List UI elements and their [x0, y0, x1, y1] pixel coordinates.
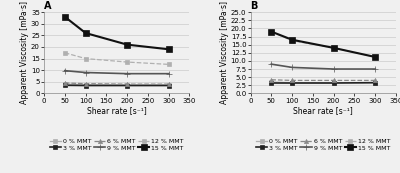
6 % MMT — [331, 79, 336, 81]
15 % MMT — [83, 32, 88, 34]
Text: B: B — [250, 1, 258, 11]
15 % MMT — [331, 47, 336, 49]
Text: A: A — [44, 1, 52, 11]
Legend: 0 % MMT, 3 % MMT, 6 % MMT, 9 % MMT, 12 % MMT, 15 % MMT: 0 % MMT, 3 % MMT, 6 % MMT, 9 % MMT, 12 %… — [256, 139, 390, 151]
0 % MMT — [166, 84, 171, 86]
0 % MMT — [62, 83, 67, 85]
12 % MMT — [62, 52, 67, 54]
3 % MMT — [62, 84, 67, 86]
3 % MMT — [290, 82, 294, 84]
0 % MMT — [290, 82, 294, 84]
Line: 15 % MMT: 15 % MMT — [62, 14, 172, 52]
15 % MMT — [373, 56, 378, 58]
15 % MMT — [125, 44, 130, 46]
Legend: 0 % MMT, 3 % MMT, 6 % MMT, 9 % MMT, 12 % MMT, 15 % MMT: 0 % MMT, 3 % MMT, 6 % MMT, 9 % MMT, 12 %… — [50, 139, 184, 151]
12 % MMT — [269, 31, 274, 33]
15 % MMT — [269, 31, 274, 33]
3 % MMT — [166, 84, 171, 86]
Line: 9 % MMT: 9 % MMT — [62, 68, 172, 76]
9 % MMT — [125, 73, 130, 75]
6 % MMT — [373, 79, 378, 81]
3 % MMT — [269, 82, 274, 84]
Line: 15 % MMT: 15 % MMT — [268, 29, 378, 60]
Y-axis label: Apparent Viscosity [mPa·s]: Apparent Viscosity [mPa·s] — [20, 1, 30, 104]
12 % MMT — [125, 61, 130, 63]
3 % MMT — [83, 84, 88, 86]
3 % MMT — [125, 84, 130, 86]
12 % MMT — [290, 40, 294, 42]
12 % MMT — [83, 58, 88, 60]
12 % MMT — [331, 47, 336, 49]
X-axis label: Shear rate [s⁻¹]: Shear rate [s⁻¹] — [87, 106, 147, 115]
Line: 9 % MMT: 9 % MMT — [268, 61, 378, 72]
9 % MMT — [83, 71, 88, 74]
Line: 3 % MMT: 3 % MMT — [62, 83, 171, 88]
9 % MMT — [269, 63, 274, 65]
0 % MMT — [83, 84, 88, 86]
6 % MMT — [62, 82, 67, 84]
15 % MMT — [290, 39, 294, 41]
6 % MMT — [125, 83, 130, 85]
0 % MMT — [331, 82, 336, 84]
Line: 0 % MMT: 0 % MMT — [63, 82, 171, 87]
12 % MMT — [166, 63, 171, 65]
Line: 0 % MMT: 0 % MMT — [269, 80, 377, 85]
X-axis label: Shear rate [s⁻¹]: Shear rate [s⁻¹] — [293, 106, 353, 115]
0 % MMT — [269, 81, 274, 83]
15 % MMT — [166, 48, 171, 50]
Line: 12 % MMT: 12 % MMT — [269, 30, 377, 59]
Line: 12 % MMT: 12 % MMT — [63, 51, 171, 66]
6 % MMT — [269, 79, 274, 81]
3 % MMT — [373, 82, 378, 84]
9 % MMT — [290, 66, 294, 69]
6 % MMT — [290, 79, 294, 81]
15 % MMT — [62, 16, 67, 18]
9 % MMT — [331, 68, 336, 70]
3 % MMT — [331, 82, 336, 84]
6 % MMT — [166, 83, 171, 85]
9 % MMT — [62, 70, 67, 72]
9 % MMT — [373, 68, 378, 70]
Line: 6 % MMT: 6 % MMT — [63, 81, 171, 86]
0 % MMT — [125, 84, 130, 86]
Line: 6 % MMT: 6 % MMT — [269, 78, 377, 83]
0 % MMT — [373, 82, 378, 84]
Y-axis label: Apparent Viscosity [mPa·s]: Apparent Viscosity [mPa·s] — [220, 1, 229, 104]
9 % MMT — [166, 73, 171, 75]
12 % MMT — [373, 56, 378, 58]
6 % MMT — [83, 83, 88, 85]
Line: 3 % MMT: 3 % MMT — [269, 80, 378, 85]
